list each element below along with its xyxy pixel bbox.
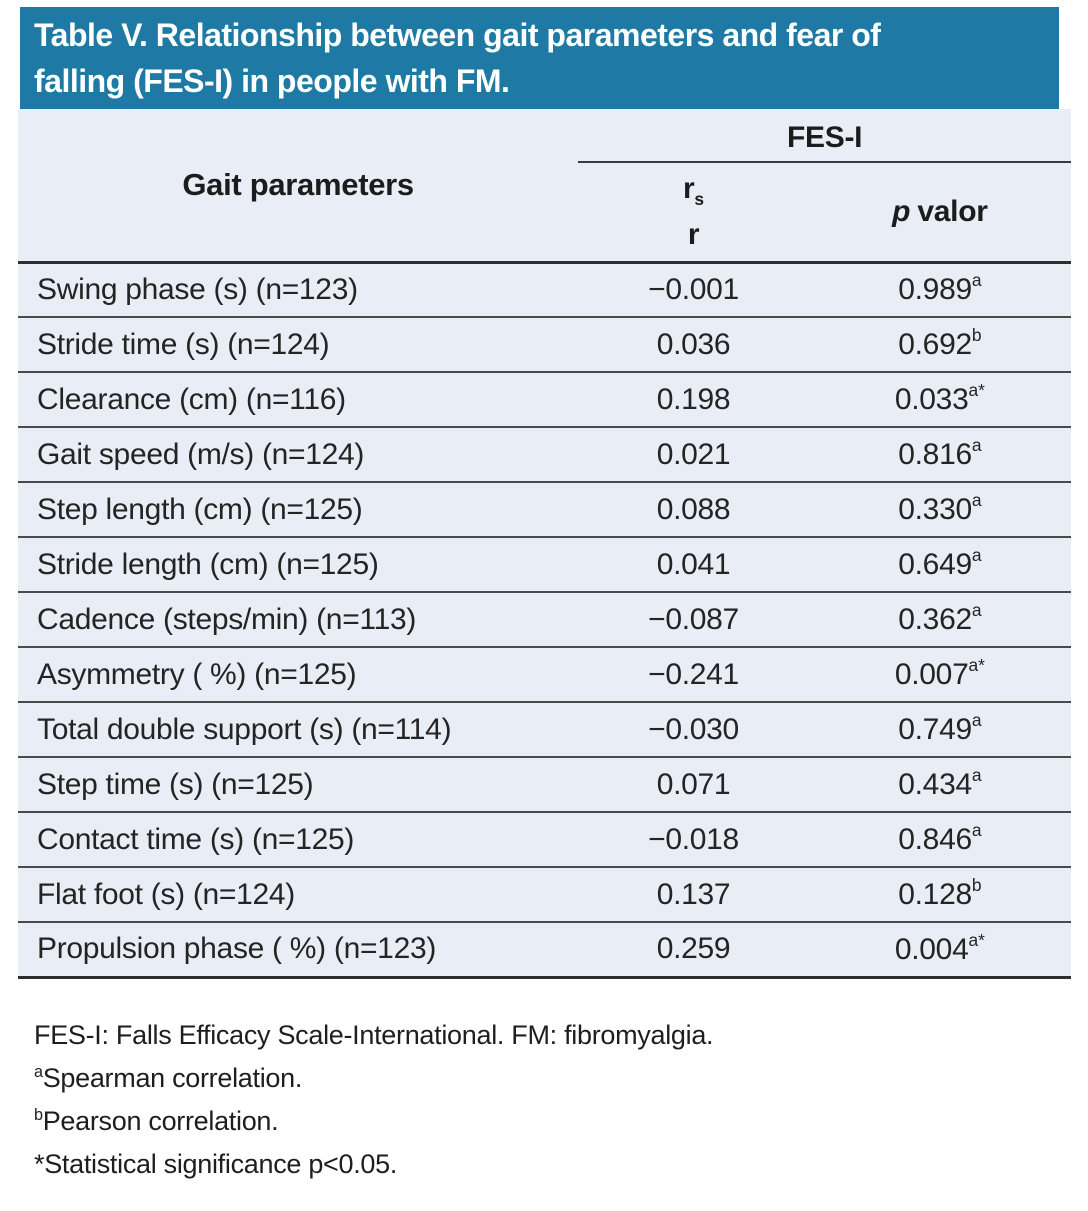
table-row: Step time (s) (n=125) 0.071 0.434a <box>18 756 1071 812</box>
p-value: 0.649a <box>808 536 1071 592</box>
table-row: Cadence (steps/min) (n=113) −0.087 0.362… <box>18 591 1071 647</box>
p-value: 0.816a <box>808 426 1071 482</box>
footnotes: FES-I: Falls Efficacy Scale-Internationa… <box>18 1011 1071 1183</box>
p-value: 0.989a <box>898 270 982 307</box>
r-value: 0.071 <box>578 756 809 812</box>
p-value: 0.434a <box>808 756 1071 812</box>
p-value: 0.330a <box>808 481 1071 537</box>
col-header-gait-parameters: Gait parameters <box>182 166 414 202</box>
table-row: Propulsion phase ( %) (n=123) 0.259 0.00… <box>18 921 1071 977</box>
r-value: 0.088 <box>578 481 809 537</box>
col-group-header-fesi: FES-I <box>578 109 1071 163</box>
gait-parameter-label: Stride time (s) (n=124) <box>18 316 579 372</box>
p-value: 0.692b <box>808 316 1071 372</box>
p-symbol: p <box>892 194 911 228</box>
p-value: 0.749a <box>808 701 1071 757</box>
table-row: Gait speed (m/s) (n=124) 0.021 0.816a <box>18 426 1071 482</box>
table-row: Stride time (s) (n=124) 0.036 0.692b <box>18 316 1071 372</box>
footnote-significance: *Statistical significance p<0.05. <box>34 1148 398 1179</box>
gait-parameter-label: Swing phase (s) (n=123) <box>37 272 358 306</box>
table-row: Asymmetry ( %) (n=125) −0.241 0.007a* <box>18 646 1071 702</box>
table-row: Swing phase (s) (n=123) −0.001 0.989a <box>18 262 1071 317</box>
r-value: −0.001 <box>648 272 739 306</box>
table-header: Gait parameters FES-I rs r p valor <box>18 109 1071 262</box>
footnote-spearman: aSpearman correlation. <box>34 1062 303 1093</box>
table-row: Contact time (s) (n=125) −0.018 0.846a <box>18 811 1071 867</box>
p-value: 0.128b <box>808 866 1071 922</box>
r-value: 0.036 <box>578 316 809 372</box>
r-value: 0.021 <box>578 426 809 482</box>
r-value: −0.241 <box>578 646 809 702</box>
table-row: Stride length (cm) (n=125) 0.041 0.649a <box>18 536 1071 592</box>
gait-fesi-correlation-table: Gait parameters FES-I rs r p valor Swing … <box>18 109 1071 979</box>
rs-label: rs <box>682 172 705 210</box>
r-value: 0.198 <box>578 371 809 427</box>
gait-parameter-label: Propulsion phase ( %) (n=123) <box>18 921 579 977</box>
r-label: r <box>687 218 700 252</box>
gait-parameter-label: Asymmetry ( %) (n=125) <box>18 646 579 702</box>
r-value: 0.137 <box>578 866 809 922</box>
footnote-pearson: bPearson correlation. <box>34 1105 279 1136</box>
p-value: 0.362a <box>808 591 1071 647</box>
gait-parameter-label: Flat foot (s) (n=124) <box>18 866 579 922</box>
p-value: 0.846a <box>808 811 1071 867</box>
page: Table V. Relationship between gait param… <box>18 7 1071 1183</box>
r-value: −0.087 <box>578 591 809 647</box>
gait-parameter-label: Stride length (cm) (n=125) <box>18 536 579 592</box>
header-row-group: Gait parameters FES-I <box>18 109 1071 202</box>
r-value: 0.041 <box>578 536 809 592</box>
table-row: Flat foot (s) (n=124) 0.137 0.128b <box>18 866 1071 922</box>
r-value: −0.030 <box>578 701 809 757</box>
table-title-line-2: falling (FES-I) in people with FM. <box>34 63 510 99</box>
col-header-p-valor: p valor <box>809 162 1071 262</box>
gait-parameter-label: Contact time (s) (n=125) <box>18 811 579 867</box>
header-row-stats: rs r p valor <box>18 162 1071 262</box>
gait-parameter-label: Step length (cm) (n=125) <box>18 481 579 537</box>
gait-parameter-label: Clearance (cm) (n=116) <box>18 371 579 427</box>
table-title-line-1: Table V. Relationship between gait param… <box>34 17 881 53</box>
valor-label: valor <box>917 194 988 228</box>
gait-parameter-label: Total double support (s) (n=114) <box>18 701 579 757</box>
table-row: Step length (cm) (n=125) 0.088 0.330a <box>18 481 1071 537</box>
gait-parameter-label: Step time (s) (n=125) <box>18 756 579 812</box>
p-value: 0.033a* <box>808 371 1071 427</box>
gait-parameter-label: Cadence (steps/min) (n=113) <box>18 591 579 647</box>
p-value: 0.004a* <box>808 921 1071 977</box>
col-header-rs-r: rs r <box>578 162 809 262</box>
gait-parameter-label: Gait speed (m/s) (n=124) <box>18 426 579 482</box>
p-value: 0.007a* <box>808 646 1071 702</box>
footnote-abbreviations: FES-I: Falls Efficacy Scale-Internationa… <box>34 1019 714 1050</box>
table-title-bar: Table V. Relationship between gait param… <box>20 7 1059 109</box>
table-body: Swing phase (s) (n=123) −0.001 0.989a St… <box>18 262 1071 977</box>
table-row: Clearance (cm) (n=116) 0.198 0.033a* <box>18 371 1071 427</box>
r-value: −0.018 <box>578 811 809 867</box>
r-value: 0.259 <box>578 921 809 977</box>
table-row: Total double support (s) (n=114) −0.030 … <box>18 701 1071 757</box>
